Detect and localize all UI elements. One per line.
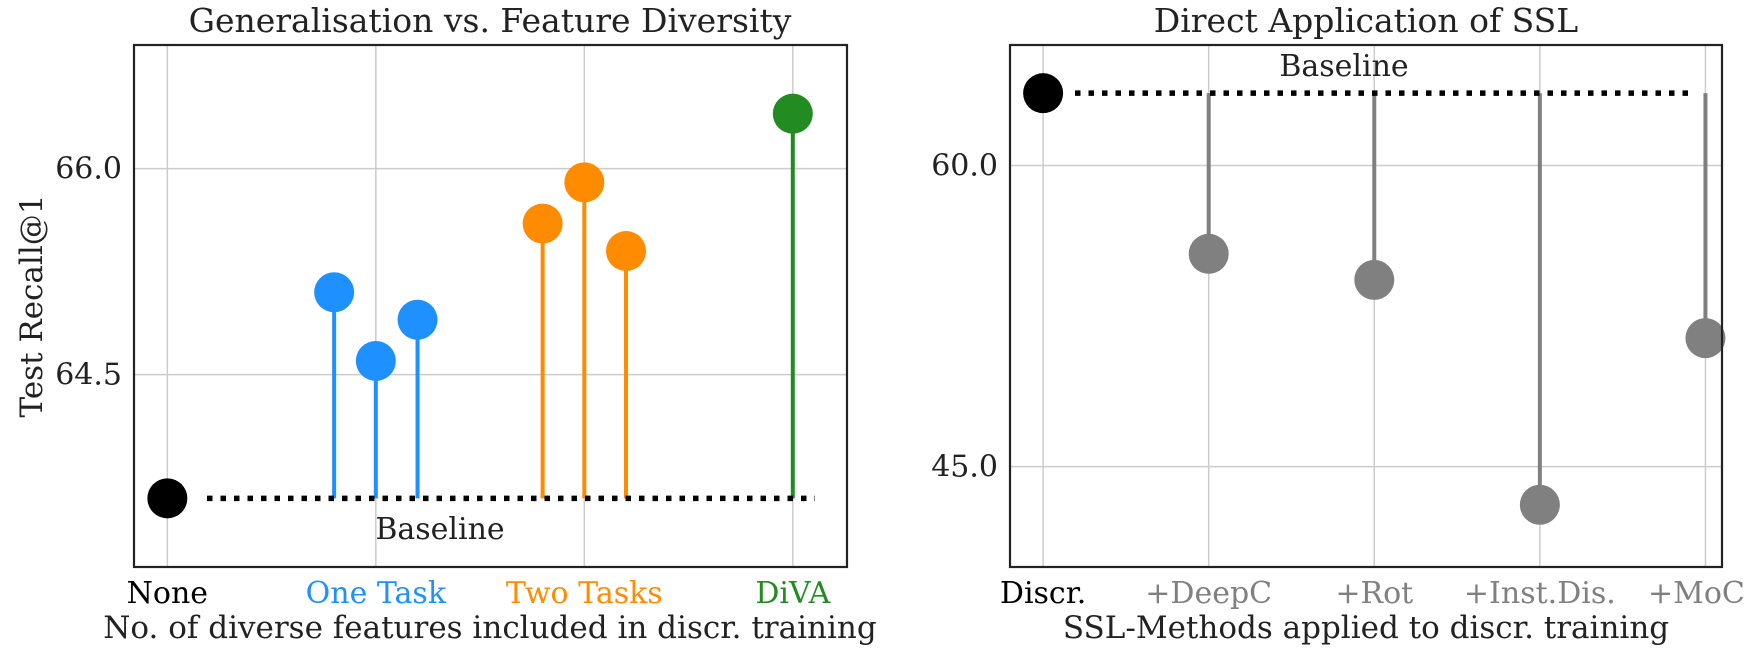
- left-x-tick-label: One Task: [306, 576, 447, 611]
- right-x-tick-label: Discr.: [1000, 576, 1086, 611]
- right-x-tick-label: +Inst.Dis.: [1464, 576, 1616, 611]
- right-data-point: [1023, 73, 1064, 114]
- left-x-tick-label: Two Tasks: [506, 576, 663, 611]
- left-data-point: [564, 162, 605, 203]
- left-y-tick-label: 64.5: [55, 358, 122, 393]
- left-data-point: [606, 231, 647, 272]
- right-y-tick-label: 60.0: [931, 148, 998, 183]
- right-x-tick-label: +MoCo: [1648, 576, 1744, 611]
- left-plot-frame: [132, 43, 849, 569]
- right-chart-title: Direct Application of SSL: [1154, 1, 1579, 40]
- left-chart: Generalisation vs. Feature Diversity 64.…: [14, 1, 877, 646]
- left-data-point: [314, 272, 355, 313]
- left-x-axis-label: No. of diverse features included in disc…: [103, 610, 876, 646]
- left-baseline-label: Baseline: [375, 512, 504, 547]
- right-data-point: [1354, 259, 1395, 300]
- left-data-point: [355, 340, 396, 381]
- right-chart: Direct Application of SSL 45.0 60.0 Discr…: [931, 1, 1744, 646]
- left-data-point: [397, 299, 438, 340]
- right-baseline-label: Baseline: [1279, 49, 1408, 84]
- left-y-tick-label: 66.0: [55, 152, 122, 187]
- left-x-tick-label: None: [127, 576, 208, 611]
- right-data-point: [1519, 484, 1560, 525]
- left-data-point: [522, 203, 563, 244]
- right-plot-frame: [1008, 43, 1724, 569]
- right-y-tick-label: 45.0: [931, 450, 998, 485]
- right-data-point: [1685, 318, 1726, 359]
- right-x-axis-label: SSL-Methods applied to discr. training: [1063, 610, 1669, 646]
- left-chart-title: Generalisation vs. Feature Diversity: [189, 1, 792, 40]
- right-x-tick-label: +Rot: [1335, 576, 1413, 611]
- left-data-point: [772, 93, 813, 134]
- left-data-point: [147, 478, 188, 519]
- right-x-tick-label: +DeepC: [1145, 576, 1272, 611]
- right-data-point: [1188, 233, 1229, 274]
- left-y-axis-label: Test Recall@1: [14, 195, 50, 418]
- left-x-tick-label: DiVA: [755, 576, 830, 611]
